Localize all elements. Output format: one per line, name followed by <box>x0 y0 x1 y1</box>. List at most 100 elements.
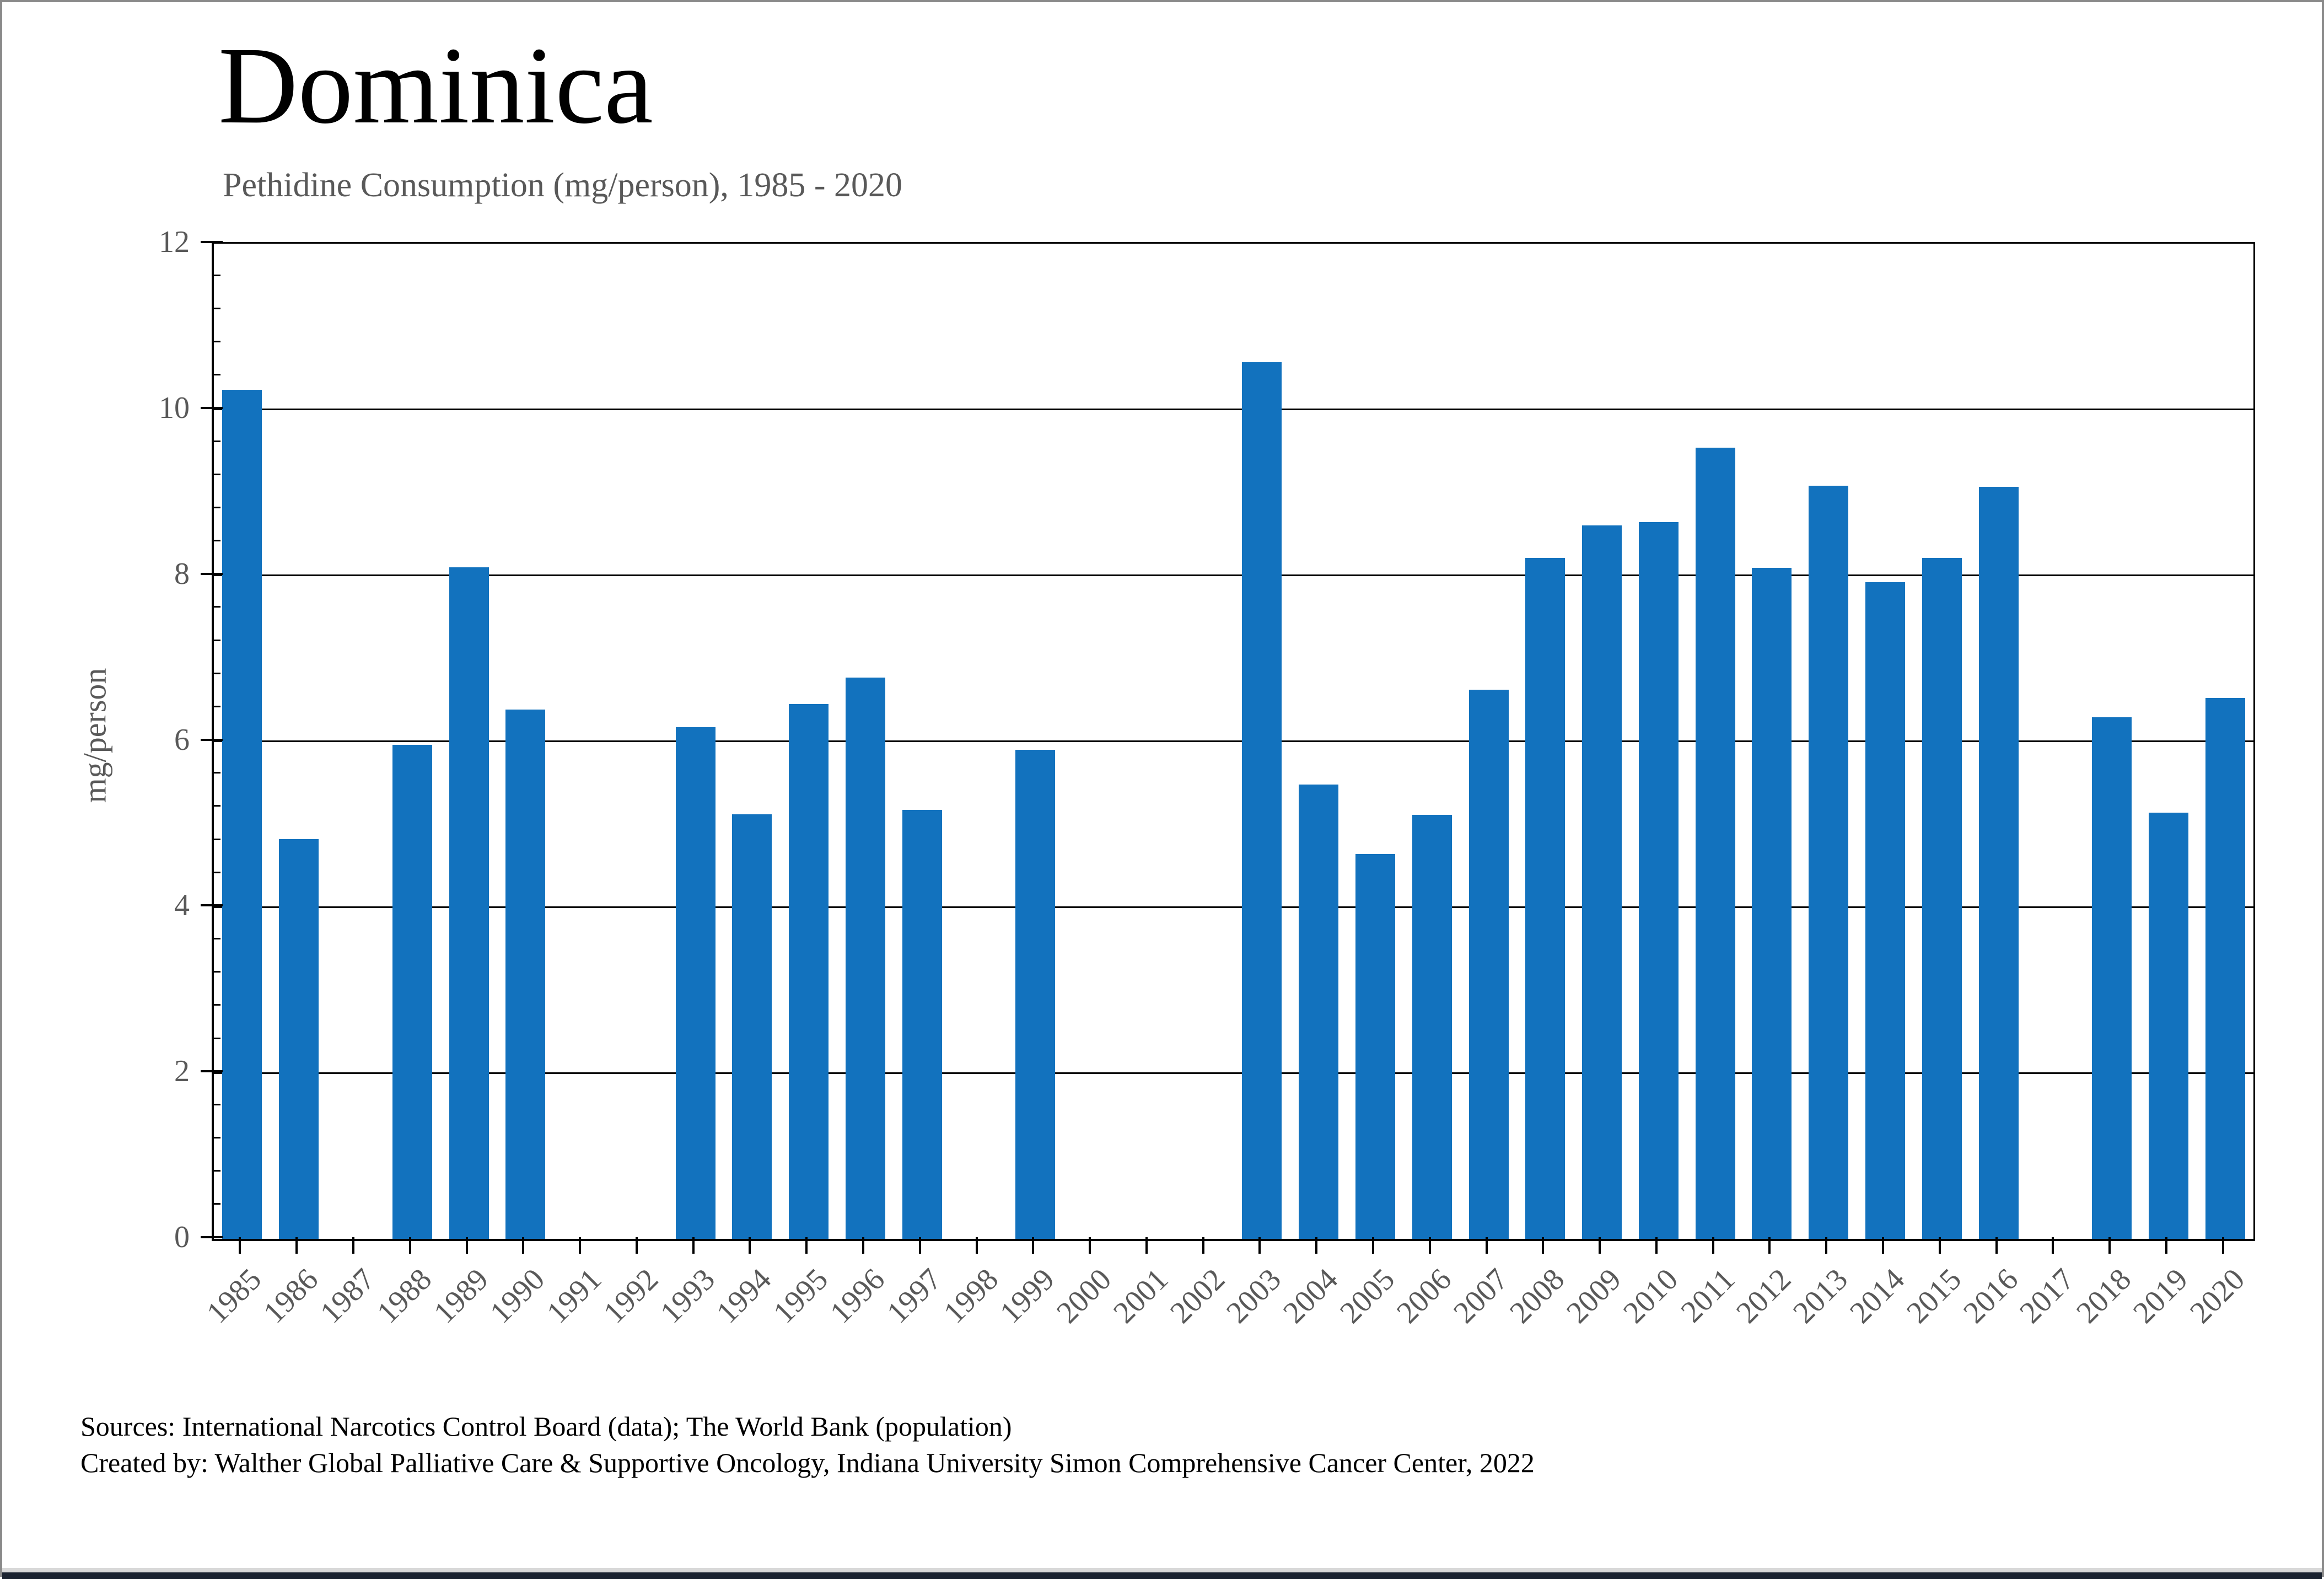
y-minor-tick-4.4 <box>212 871 220 873</box>
x-tick-1987 <box>352 1237 354 1254</box>
x-tick-2002 <box>1202 1237 1204 1254</box>
gridline-y-2 <box>214 1072 2253 1074</box>
sources-line-1: Sources: International Narcotics Control… <box>80 1411 1012 1442</box>
bar-1993 <box>675 727 716 1239</box>
bar-2007 <box>1468 690 1509 1239</box>
x-tick-2004 <box>1315 1237 1318 1254</box>
x-tick-label-2019: 2019 <box>2126 1262 2194 1330</box>
x-tick-label-2012: 2012 <box>1730 1262 1798 1330</box>
gridline-y-8 <box>214 574 2253 577</box>
x-tick-label-2010: 2010 <box>1616 1262 1685 1330</box>
x-tick-2003 <box>1258 1237 1261 1254</box>
x-tick-1997 <box>918 1237 921 1254</box>
y-minor-tick-1.2 <box>212 1137 220 1138</box>
y-tick-label-6: 6 <box>174 722 190 757</box>
bar-1994 <box>732 814 772 1239</box>
x-tick-label-1997: 1997 <box>880 1262 948 1330</box>
x-tick-label-1996: 1996 <box>824 1262 892 1330</box>
sources-line-2: Created by: Walther Global Palliative Ca… <box>80 1447 1535 1478</box>
x-tick-label-1985: 1985 <box>200 1262 268 1330</box>
bar-2006 <box>1412 815 1452 1239</box>
chart-subtitle: Pethidine Consumption (mg/person), 1985 … <box>223 167 903 204</box>
chart-title: Dominica <box>218 25 653 147</box>
x-tick-label-2016: 2016 <box>1956 1262 2025 1330</box>
bar-1988 <box>392 744 432 1239</box>
x-tick-label-1988: 1988 <box>370 1262 438 1330</box>
y-tick-label-8: 8 <box>174 556 190 591</box>
bar-1985 <box>222 389 262 1239</box>
bar-1995 <box>789 703 829 1239</box>
bar-2011 <box>1695 448 1735 1239</box>
y-minor-tick-2.4 <box>212 1037 220 1039</box>
x-tick-2010 <box>1655 1237 1658 1254</box>
y-major-tick-0 <box>201 1236 223 1238</box>
bar-2009 <box>1582 525 1622 1239</box>
x-tick-1994 <box>749 1237 751 1254</box>
x-tick-label-2011: 2011 <box>1674 1262 1741 1329</box>
gridline-y-6 <box>214 740 2253 742</box>
x-tick-2007 <box>1485 1237 1488 1254</box>
x-tick-label-1994: 1994 <box>710 1262 778 1330</box>
x-tick-label-2001: 2001 <box>1106 1262 1175 1330</box>
bar-2020 <box>2205 698 2245 1239</box>
x-tick-label-1990: 1990 <box>483 1262 552 1330</box>
x-tick-label-2007: 2007 <box>1446 1262 1515 1330</box>
x-tick-label-1993: 1993 <box>653 1262 722 1330</box>
y-minor-tick-4.8 <box>212 838 220 840</box>
y-tick-label-4: 4 <box>174 888 190 923</box>
x-tick-2018 <box>2108 1237 2111 1254</box>
bar-2016 <box>1978 486 2019 1239</box>
x-tick-label-1987: 1987 <box>314 1262 382 1330</box>
bar-2005 <box>1355 854 1395 1239</box>
gridline-y-10 <box>214 409 2253 411</box>
bar-2012 <box>1752 568 1792 1239</box>
x-tick-label-2013: 2013 <box>1787 1262 1855 1330</box>
y-minor-tick-6.8 <box>212 672 220 674</box>
y-minor-tick-2.8 <box>212 1004 220 1006</box>
x-tick-label-1999: 1999 <box>993 1262 1062 1330</box>
y-minor-tick-7.6 <box>212 606 220 608</box>
x-tick-1999 <box>1032 1237 1035 1254</box>
bar-1997 <box>902 810 942 1239</box>
y-minor-tick-8.8 <box>212 506 220 508</box>
x-tick-2001 <box>1145 1237 1148 1254</box>
y-tick-label-0: 0 <box>174 1220 190 1254</box>
bar-2013 <box>1809 486 1849 1239</box>
y-tick-label-10: 10 <box>159 390 190 425</box>
bar-2003 <box>1242 362 1282 1239</box>
x-tick-1996 <box>862 1237 864 1254</box>
x-tick-label-2005: 2005 <box>1333 1262 1402 1330</box>
y-major-tick-2 <box>201 1070 223 1073</box>
x-tick-label-2014: 2014 <box>1843 1262 1912 1330</box>
x-tick-2006 <box>1428 1237 1431 1254</box>
y-minor-tick-3.2 <box>212 971 220 973</box>
y-minor-tick-11.2 <box>212 307 220 309</box>
y-major-tick-8 <box>201 572 223 575</box>
bar-1990 <box>505 710 546 1239</box>
y-major-tick-6 <box>201 738 223 741</box>
x-tick-label-2020: 2020 <box>2183 1262 2251 1330</box>
x-tick-label-2000: 2000 <box>1050 1262 1118 1330</box>
x-tick-2020 <box>2221 1237 2224 1254</box>
plot-area <box>212 242 2255 1241</box>
x-tick-1985 <box>239 1237 241 1254</box>
y-minor-tick-10.8 <box>212 341 220 342</box>
x-tick-label-2017: 2017 <box>2013 1262 2081 1330</box>
bar-2018 <box>2092 717 2132 1239</box>
x-tick-1995 <box>805 1237 808 1254</box>
x-tick-label-1991: 1991 <box>540 1262 609 1330</box>
x-tick-2019 <box>2165 1237 2167 1254</box>
bar-2019 <box>2148 812 2188 1239</box>
x-tick-label-1998: 1998 <box>937 1262 1005 1330</box>
bar-2008 <box>1525 558 1566 1239</box>
x-tick-label-2003: 2003 <box>1220 1262 1288 1330</box>
x-tick-1991 <box>579 1237 582 1254</box>
gridline-y-4 <box>214 906 2253 908</box>
y-minor-tick-5.6 <box>212 772 220 774</box>
x-tick-1988 <box>408 1237 411 1254</box>
x-tick-2015 <box>1938 1237 1941 1254</box>
y-minor-tick-6.4 <box>212 705 220 707</box>
x-tick-2008 <box>1542 1237 1545 1254</box>
bar-1986 <box>279 839 319 1239</box>
